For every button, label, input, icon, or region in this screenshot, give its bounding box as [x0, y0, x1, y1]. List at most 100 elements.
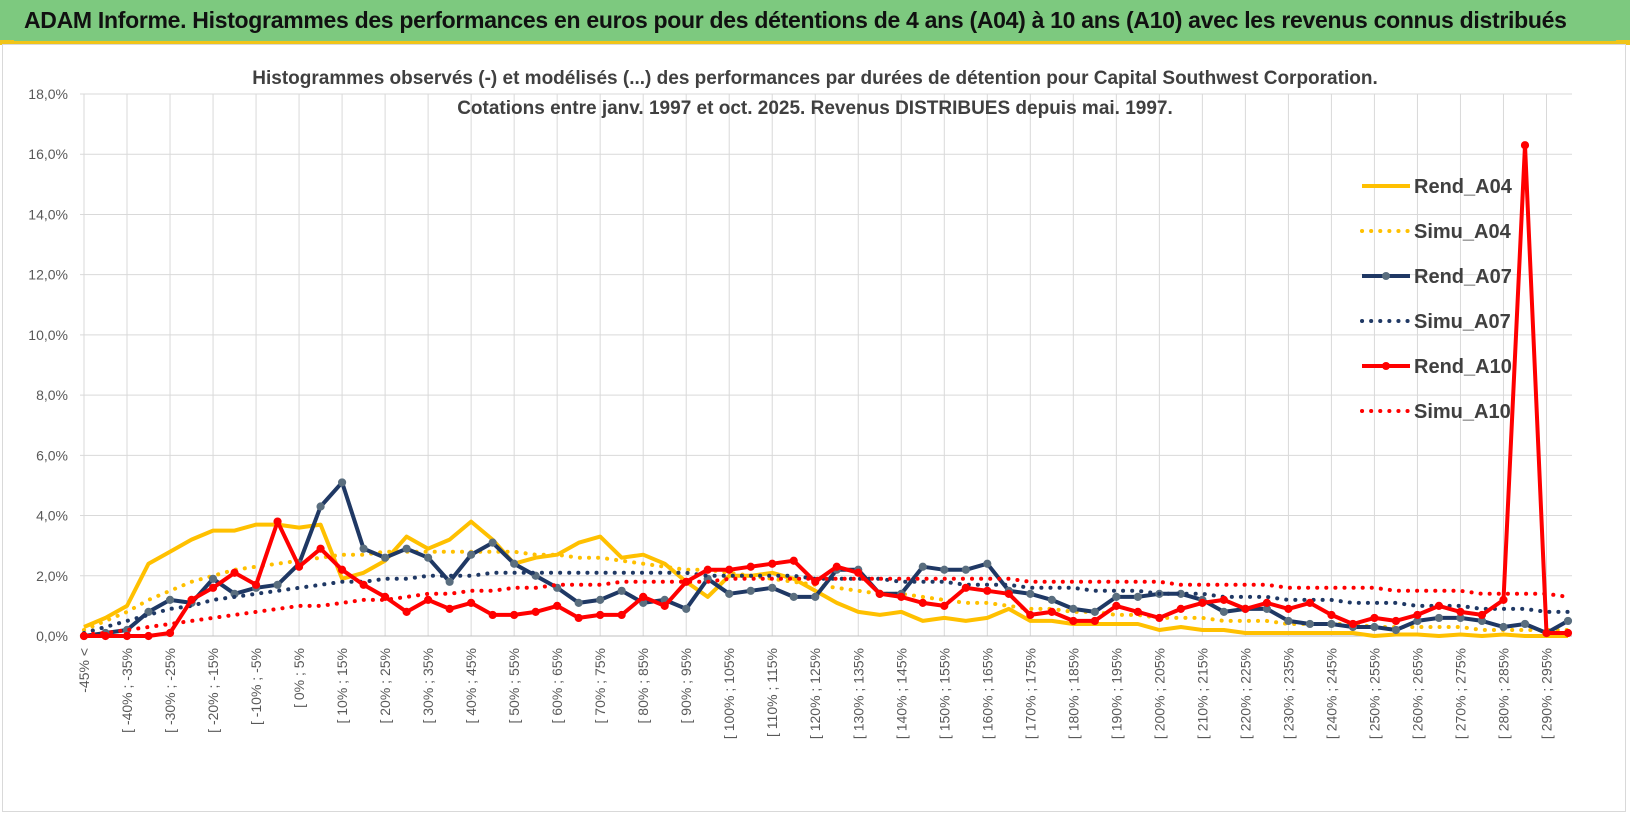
data-point-rend_a07	[789, 592, 798, 601]
data-point-rend_a10	[1477, 610, 1487, 620]
data-point-rend_a10	[1176, 604, 1185, 614]
data-point-rend_a07	[918, 562, 927, 571]
x-tick-label: [ 80% ; 85%	[635, 648, 651, 724]
x-tick-label: [ 290% ; 295%	[1538, 648, 1554, 739]
x-tick-label: [ 40% ; 45%	[463, 648, 479, 724]
data-point-rend_a10	[1348, 619, 1358, 629]
data-point-rend_a07	[1069, 604, 1078, 614]
data-point-rend_a10	[1413, 610, 1422, 620]
x-tick-label: [ -40% ; -35%	[119, 648, 135, 733]
x-tick-label: [ 270% ; 275%	[1452, 648, 1468, 739]
data-point-rend_a07	[811, 592, 820, 601]
data-point-rend_a10	[918, 598, 927, 607]
y-tick-label: 0,0%	[36, 628, 68, 644]
data-point-rend_a10	[725, 565, 734, 574]
data-point-rend_a07	[1563, 616, 1573, 626]
y-axis: 0,0% 2,0% 4,0% 6,0% 8,0% 10,0% 12,0% 14,0% 16,0%…	[28, 86, 68, 644]
data-point-rend_a07	[424, 553, 433, 562]
data-point-rend_a10	[144, 631, 153, 641]
data-point-rend_a10	[488, 610, 497, 620]
data-point-rend_a07	[1327, 619, 1336, 629]
data-point-rend_a07	[768, 583, 777, 592]
data-point-rend_a10	[1090, 616, 1099, 626]
data-point-rend_a07	[510, 559, 519, 568]
data-point-rend_a07	[1047, 595, 1056, 604]
data-point-rend_a10	[1391, 616, 1401, 626]
data-point-rend_a10	[746, 562, 755, 571]
data-point-rend_a07	[940, 565, 949, 574]
x-tick-label: [ 180% ; 185%	[1065, 648, 1081, 739]
data-point-rend_a10	[510, 610, 519, 620]
data-point-rend_a10	[1305, 598, 1315, 607]
x-tick-label: [ 150% ; 155%	[936, 648, 952, 739]
banner-accent-left	[0, 40, 14, 45]
data-point-rend_a07	[165, 595, 175, 604]
chart-title: Histogrammes observés (-) et modélisés (…	[252, 68, 1377, 119]
legend-label-simu_a10: Simu_A10	[1414, 401, 1511, 423]
data-point-rend_a10	[940, 601, 949, 610]
data-point-rend_a10	[208, 583, 218, 592]
x-tick-label: [ 110% ; 115%	[764, 648, 780, 737]
data-point-rend_a07	[725, 589, 734, 598]
banner-accent-right	[1616, 40, 1630, 45]
chart-legend: Rend_A04 Simu_A04 Rend_A07 Simu_A07 Rend_A10…	[1360, 176, 1513, 423]
series-line-rend_a07	[83, 480, 1569, 638]
x-tick-label: [ 170% ; 175%	[1022, 648, 1038, 739]
series-line-simu_a10	[82, 576, 1570, 637]
legend-label-simu_a04: Simu_A04	[1414, 221, 1512, 243]
chart-series	[79, 141, 1573, 641]
x-tick-label: [ -20% ; -15%	[205, 648, 221, 733]
data-point-rend_a07	[337, 478, 347, 487]
data-point-rend_a07	[1434, 613, 1444, 623]
data-point-rend_a07	[1026, 589, 1035, 598]
data-point-rend_a10	[1026, 610, 1035, 620]
legend-label-rend_a10: Rend_A10	[1414, 356, 1512, 378]
data-point-rend_a10	[789, 556, 798, 565]
data-point-rend_a07	[316, 502, 325, 511]
x-axis: -45% < [ -40% ; -35% [ -30% ; -25% [ -20% ;…	[76, 635, 1572, 739]
data-point-rend_a07	[1370, 622, 1379, 632]
data-point-rend_a10	[273, 517, 282, 526]
data-point-rend_a07	[467, 550, 476, 559]
chart-gridlines	[80, 93, 1572, 637]
y-tick-label: 10,0%	[28, 327, 68, 343]
x-tick-label: [ 90% ; 95%	[678, 648, 694, 724]
data-point-rend_a10	[402, 607, 411, 617]
data-point-rend_a10	[1198, 598, 1207, 607]
data-point-rend_a07	[574, 598, 583, 607]
data-point-rend_a10	[574, 613, 583, 623]
data-point-rend_a10	[1327, 610, 1336, 620]
data-point-rend_a07	[144, 607, 153, 617]
data-point-rend_a10	[1133, 607, 1142, 617]
data-point-rend_a10	[122, 631, 132, 641]
data-point-rend_a07	[596, 595, 605, 604]
data-point-rend_a07	[1305, 619, 1315, 629]
data-point-rend_a10	[768, 559, 777, 568]
x-tick-label: [ 280% ; 285%	[1495, 648, 1511, 739]
data-point-rend_a10	[1499, 595, 1508, 604]
header-banner: ADAM Informe. Histogrammes des performan…	[0, 0, 1630, 44]
data-point-rend_a10	[1563, 628, 1573, 638]
data-point-rend_a10	[1284, 604, 1293, 614]
data-point-rend_a10	[961, 583, 970, 592]
data-point-rend_a07	[617, 586, 626, 595]
legend-marker	[1382, 362, 1390, 370]
data-point-rend_a10	[165, 628, 175, 638]
data-point-rend_a10	[531, 607, 540, 617]
data-point-rend_a10	[1004, 589, 1013, 598]
data-point-rend_a10	[424, 595, 433, 604]
data-point-rend_a10	[832, 562, 841, 571]
data-point-rend_a10	[359, 580, 368, 589]
data-point-rend_a10	[596, 610, 605, 620]
data-point-rend_a10	[1542, 628, 1551, 638]
data-point-rend_a10	[1370, 613, 1379, 623]
y-tick-label: 12,0%	[28, 267, 68, 283]
x-tick-label: [ 160% ; 165%	[979, 648, 995, 739]
x-tick-label: [ 140% ; 145%	[893, 648, 909, 739]
data-point-rend_a07	[961, 565, 970, 574]
data-point-rend_a07	[983, 559, 992, 568]
data-point-rend_a07	[273, 580, 282, 589]
data-point-rend_a10	[187, 595, 196, 604]
x-tick-label: [ 0% ; 5%	[291, 648, 307, 708]
